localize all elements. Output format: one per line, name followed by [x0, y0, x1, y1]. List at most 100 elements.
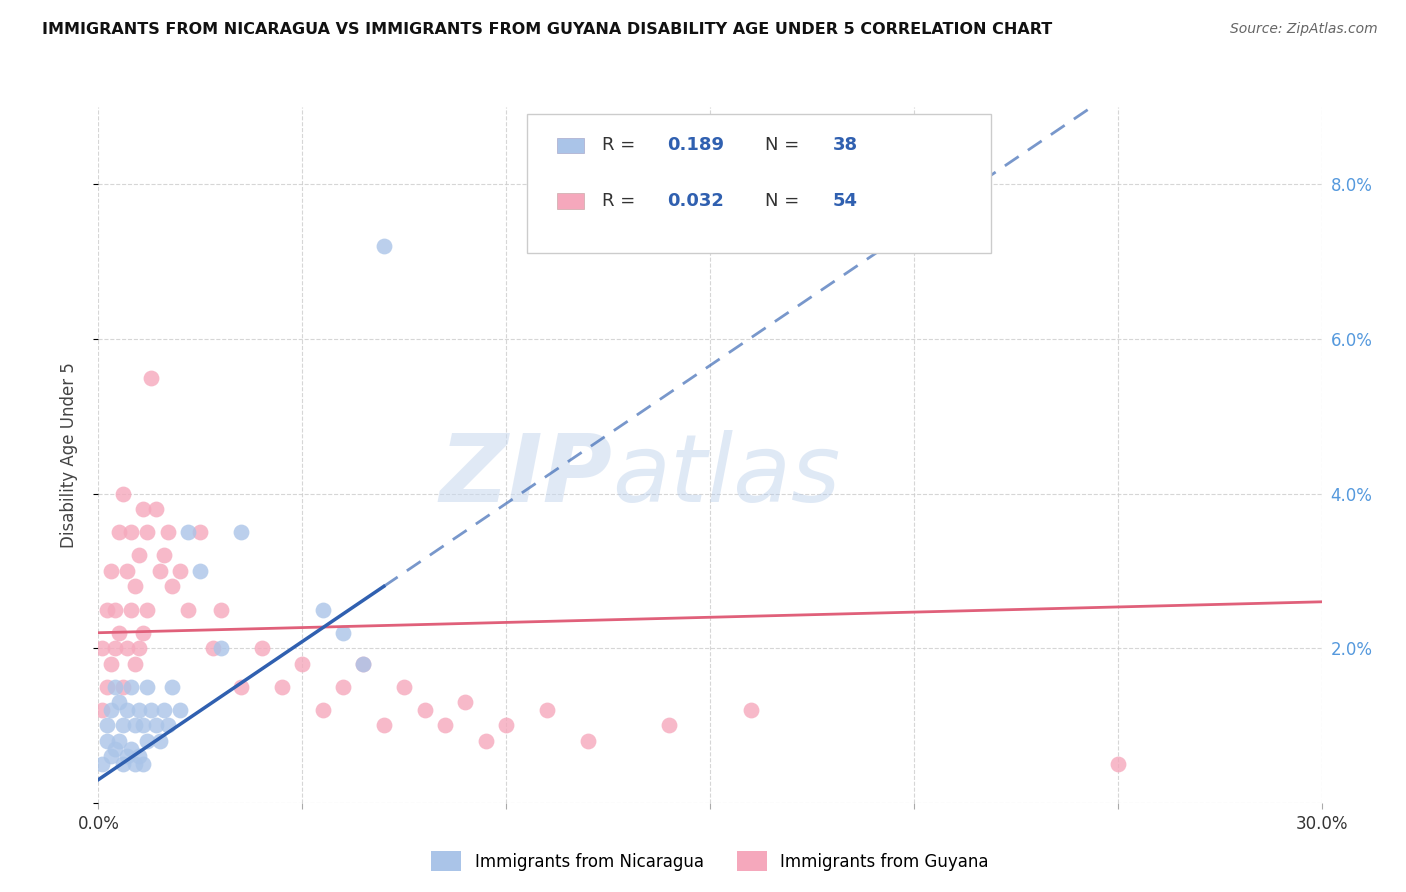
Point	[120, 525, 142, 540]
Point	[201, 641, 224, 656]
Point	[177, 602, 200, 616]
FancyBboxPatch shape	[557, 137, 583, 153]
Point	[160, 680, 183, 694]
Point	[124, 757, 146, 772]
Point	[136, 734, 159, 748]
Point	[136, 525, 159, 540]
Point	[91, 757, 114, 772]
Point	[495, 718, 517, 732]
Point	[120, 680, 142, 694]
Point	[128, 641, 150, 656]
Point	[352, 657, 374, 671]
Point	[100, 749, 122, 764]
Point	[91, 641, 114, 656]
Point	[104, 741, 127, 756]
Text: 38: 38	[832, 136, 858, 154]
Text: N =: N =	[765, 136, 806, 154]
Point	[111, 718, 134, 732]
Point	[108, 525, 131, 540]
Point	[576, 734, 599, 748]
Point	[149, 734, 172, 748]
Point	[132, 718, 155, 732]
Text: 0.032: 0.032	[668, 192, 724, 210]
Text: N =: N =	[765, 192, 806, 210]
Point	[96, 680, 118, 694]
Point	[128, 549, 150, 563]
Text: 54: 54	[832, 192, 858, 210]
Point	[141, 703, 163, 717]
Point	[115, 564, 138, 578]
Text: 0.189: 0.189	[668, 136, 724, 154]
Point	[149, 564, 172, 578]
Point	[96, 734, 118, 748]
Point	[132, 502, 155, 516]
Point	[104, 602, 127, 616]
Point	[145, 502, 167, 516]
Text: ZIP: ZIP	[439, 430, 612, 522]
Text: R =: R =	[602, 192, 641, 210]
Point	[740, 703, 762, 717]
Point	[104, 641, 127, 656]
FancyBboxPatch shape	[557, 194, 583, 209]
Text: atlas: atlas	[612, 430, 841, 521]
Point	[231, 680, 253, 694]
Point	[209, 602, 232, 616]
Legend: Immigrants from Nicaragua, Immigrants from Guyana: Immigrants from Nicaragua, Immigrants fr…	[425, 845, 995, 878]
Point	[100, 703, 122, 717]
Point	[536, 703, 558, 717]
Point	[169, 564, 191, 578]
Point	[392, 680, 416, 694]
Point	[124, 718, 146, 732]
Point	[177, 525, 200, 540]
Point	[332, 625, 354, 640]
Point	[124, 657, 146, 671]
Point	[145, 718, 167, 732]
Point	[132, 625, 155, 640]
Point	[209, 641, 232, 656]
Point	[160, 579, 183, 593]
Point	[312, 703, 335, 717]
Point	[250, 641, 273, 656]
Point	[352, 657, 374, 671]
Point	[136, 680, 159, 694]
Point	[270, 680, 294, 694]
Point	[136, 602, 159, 616]
Point	[474, 734, 498, 748]
Point	[156, 525, 179, 540]
Point	[169, 703, 191, 717]
Point	[128, 703, 150, 717]
Point	[108, 734, 131, 748]
Point	[152, 549, 174, 563]
Point	[128, 749, 150, 764]
Point	[188, 564, 212, 578]
Point	[454, 695, 477, 709]
Point	[108, 695, 131, 709]
Point	[658, 718, 681, 732]
Point	[1107, 757, 1129, 772]
Point	[91, 703, 114, 717]
Point	[111, 757, 134, 772]
Point	[231, 525, 253, 540]
Point	[373, 239, 395, 253]
Point	[132, 757, 155, 772]
Point	[115, 641, 138, 656]
Point	[124, 579, 146, 593]
Text: Source: ZipAtlas.com: Source: ZipAtlas.com	[1230, 22, 1378, 37]
Point	[100, 564, 122, 578]
Y-axis label: Disability Age Under 5: Disability Age Under 5	[59, 362, 77, 548]
Point	[120, 602, 142, 616]
Point	[434, 718, 457, 732]
Point	[104, 680, 127, 694]
Point	[111, 680, 134, 694]
Point	[96, 602, 118, 616]
Text: IMMIGRANTS FROM NICARAGUA VS IMMIGRANTS FROM GUYANA DISABILITY AGE UNDER 5 CORRE: IMMIGRANTS FROM NICARAGUA VS IMMIGRANTS …	[42, 22, 1053, 37]
Point	[413, 703, 436, 717]
Point	[152, 703, 174, 717]
Point	[141, 370, 163, 384]
Point	[100, 657, 122, 671]
Text: R =: R =	[602, 136, 641, 154]
Point	[312, 602, 335, 616]
Point	[156, 718, 179, 732]
Point	[115, 749, 138, 764]
Point	[96, 718, 118, 732]
